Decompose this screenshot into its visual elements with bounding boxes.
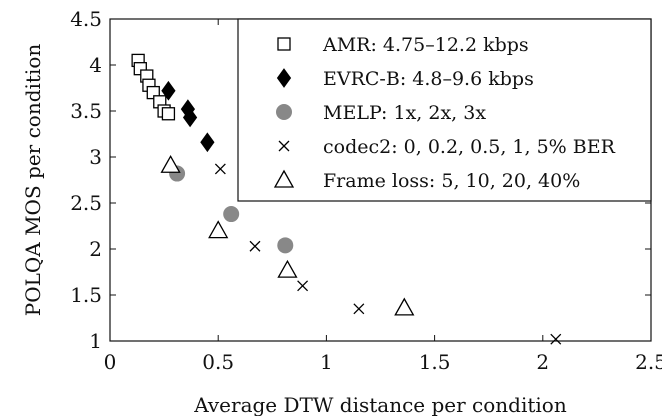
legend-marker <box>273 169 295 188</box>
data-point <box>182 107 198 128</box>
legend-entry: AMR: 4.75–12.2 kbps <box>322 34 529 56</box>
data-point <box>160 154 181 173</box>
legend-entry: codec2: 0, 0.2, 0.5, 1, 5% BER <box>323 136 616 158</box>
y-tick-label: 4 <box>89 53 102 77</box>
y-tick-label: 2 <box>89 237 102 261</box>
x-tick-label: 1 <box>320 350 333 374</box>
legend-marker <box>278 140 290 152</box>
y-tick-label: 3.5 <box>70 99 102 123</box>
legend-marker <box>276 104 292 120</box>
data-point <box>353 303 365 315</box>
data-point <box>297 280 309 292</box>
data-point <box>200 132 215 153</box>
y-tick-label: 2.5 <box>70 191 102 215</box>
data-point <box>161 107 176 121</box>
x-tick-label: 0 <box>104 350 117 374</box>
x-tick-label: 2.5 <box>635 350 662 374</box>
axes: 0 0.5 1 1.5 2 2.5 1 1.5 2 2.5 3 3.5 4 4.5 <box>70 7 662 374</box>
legend: AMR: 4.75–12.2 kbps EVRC-B: 4.8–9.6 kbps M… <box>237 18 652 202</box>
y-tick-label: 4.5 <box>70 7 102 31</box>
data-point <box>249 240 261 252</box>
legend-marker <box>276 68 292 88</box>
data-point <box>277 259 298 278</box>
x-tick-label: 1.5 <box>419 350 451 374</box>
data-marks <box>131 53 562 345</box>
legend-entry: EVRC-B: 4.8–9.6 kbps <box>323 68 534 90</box>
y-axis-label: POLQA MOS per condition <box>21 44 45 317</box>
data-point <box>394 297 415 316</box>
data-point <box>550 333 562 345</box>
y-tick-label: 1.5 <box>70 283 102 307</box>
x-tick-label: 0.5 <box>202 350 234 374</box>
legend-entry: Frame loss: 5, 10, 20, 40% <box>323 170 580 192</box>
data-point <box>161 80 176 101</box>
data-point <box>208 220 229 239</box>
y-tick-label: 3 <box>89 145 102 169</box>
x-axis-label: Average DTW distance per condition <box>193 393 567 416</box>
data-point <box>214 163 226 175</box>
legend-box <box>237 18 652 202</box>
y-tick-label: 1 <box>89 329 102 353</box>
legend-marker <box>277 37 291 51</box>
legend-entry: MELP: 1x, 2x, 3x <box>323 102 486 124</box>
data-point <box>223 206 240 223</box>
x-tick-label: 2 <box>536 350 549 374</box>
data-point <box>277 237 294 254</box>
